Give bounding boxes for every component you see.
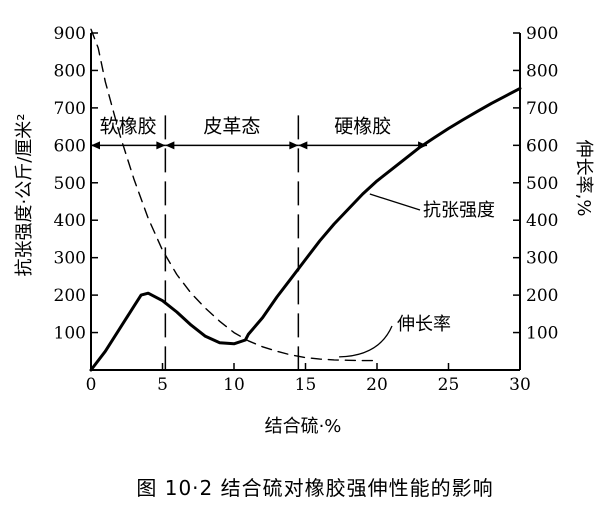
region-brackets: 软橡胶 皮革态 硬橡胶 (90, 115, 428, 153)
x-tick-label: 10 (223, 375, 245, 395)
x-tick-label: 15 (295, 375, 317, 395)
y-left-tick-label: 100 (54, 324, 86, 344)
region-label: 软橡胶 (100, 115, 157, 137)
annotation-leader (369, 193, 421, 211)
x-tick-label: 25 (438, 375, 460, 395)
region-arrow-left (91, 141, 100, 150)
region-arrow-right (289, 141, 299, 150)
x-tick-label: 0 (86, 375, 97, 395)
y-right-tick-label: 600 (526, 136, 558, 156)
x-tick-label: 5 (157, 375, 168, 395)
annotation-label: 伸长率 (397, 314, 451, 335)
y-right-tick-label: 500 (526, 174, 558, 194)
y-right-tick-label: 700 (526, 99, 558, 119)
y-right-tick-label: 100 (526, 324, 558, 344)
y-right-tick-label: 900 (526, 24, 558, 44)
y-left-tick-label: 600 (54, 136, 86, 156)
region-arrow-left (298, 141, 308, 150)
series-lines (89, 28, 522, 372)
y-left-tick-label: 800 (54, 61, 86, 81)
y-right-tick-label: 800 (526, 61, 558, 81)
annotation-leader (339, 325, 393, 358)
y-left-tick-label: 500 (54, 174, 86, 194)
y-right-tick-label: 300 (526, 249, 558, 269)
region-label: 皮革态 (203, 115, 260, 137)
tick-labels: 0 5 10 15 20 25 30 100 200 300 400 500 600 700 800 900 1… (54, 24, 559, 395)
region-arrow-left (165, 141, 175, 150)
y-left-tick-label: 400 (54, 211, 86, 231)
figure-caption: 图 10·2 结合硫对橡胶强伸性能的影响 (136, 476, 493, 500)
annotation-label: 抗张强度 (423, 200, 495, 221)
y-axis-left-label: 抗张强度·公斤/厘米² (14, 113, 35, 276)
region-boundaries (164, 115, 300, 370)
region-arrow-right (156, 141, 166, 150)
y-left-tick-label: 700 (54, 99, 86, 119)
x-tick-label: 30 (509, 375, 531, 395)
region-label: 硬橡胶 (334, 115, 391, 137)
y-left-tick-label: 200 (54, 286, 86, 306)
y-right-tick-label: 400 (526, 211, 558, 231)
x-tick-label: 20 (366, 375, 388, 395)
y-left-tick-label: 900 (54, 24, 86, 44)
series-line (89, 86, 522, 372)
x-axis-label: 结合硫·% (265, 416, 342, 437)
y-left-tick-label: 300 (54, 249, 86, 269)
y-axis-right-label: 伸长率,% (573, 140, 594, 217)
y-right-tick-label: 200 (526, 286, 558, 306)
series-line (90, 28, 378, 362)
